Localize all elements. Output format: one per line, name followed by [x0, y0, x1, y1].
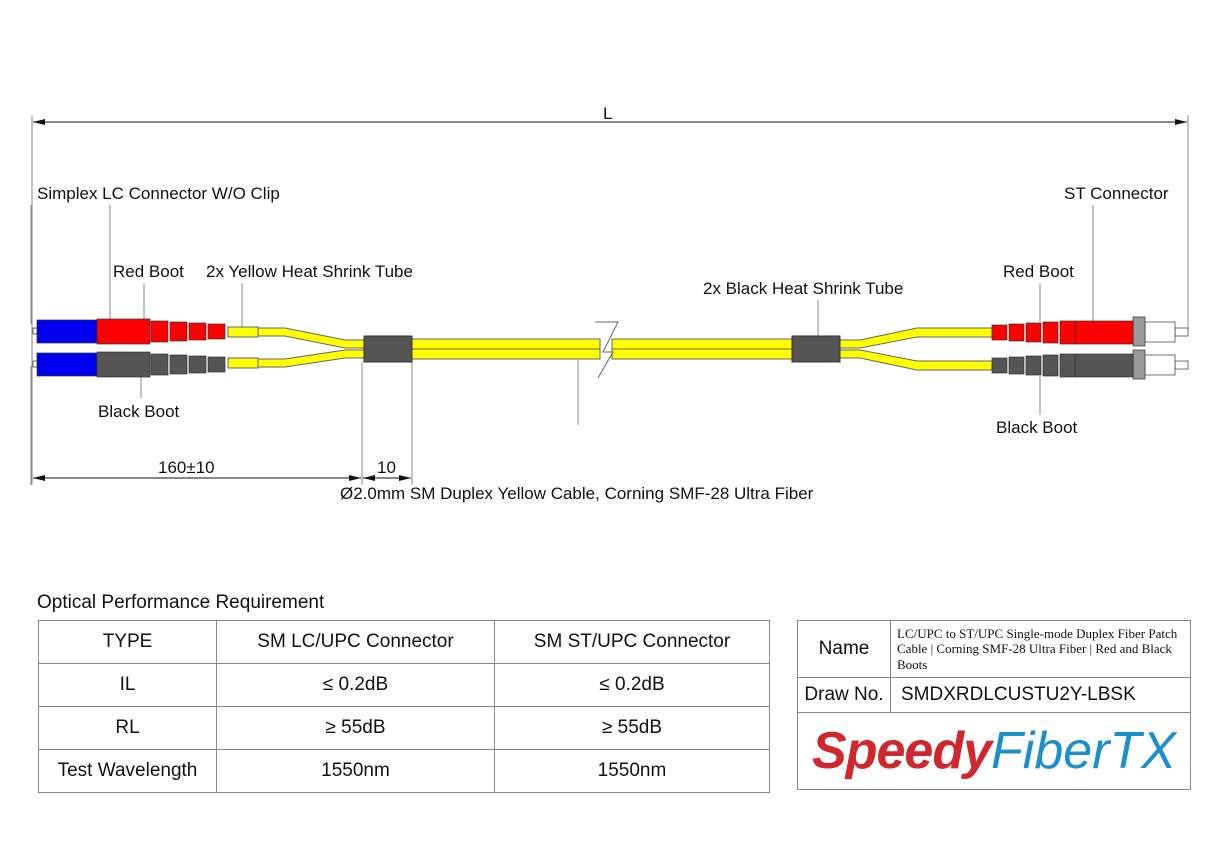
cable-label: Ø2.0mm SM Duplex Yellow Cable, Corning S…	[340, 484, 814, 503]
st-ferrule	[1174, 360, 1189, 370]
cell: ≤ 0.2dB	[494, 663, 770, 707]
st-boot	[1074, 320, 1134, 345]
boot-ridge	[1059, 353, 1076, 378]
boot-ridge	[207, 356, 226, 373]
right-red-boot-label: Red Boot	[1003, 262, 1074, 281]
right-heat-shrink	[791, 335, 841, 363]
header-cell: TYPE	[38, 620, 217, 664]
boot-ridge	[1042, 354, 1059, 377]
lc-ferrule	[32, 360, 38, 368]
boot-ridge	[991, 357, 1008, 374]
boot-ridge	[1008, 356, 1025, 375]
yellow-tube-label: 2x Yellow Heat Shrink Tube	[206, 262, 413, 281]
title-block: Name LC/UPC to ST/UPC Single-mode Duplex …	[797, 620, 1191, 790]
table-row: Test Wavelength 1550nm 1550nm	[38, 749, 770, 793]
draw-no-label: Draw No.	[797, 677, 891, 713]
left-red-boot-label: Red Boot	[113, 262, 184, 281]
cell: IL	[38, 663, 217, 707]
lc-connector-label: Simplex LC Connector W/O Clip	[37, 184, 280, 203]
cell: ≥ 55dB	[216, 706, 495, 750]
logo: SpeedyFiberTX	[797, 712, 1191, 790]
logo-part2: FiberTX	[991, 722, 1176, 780]
cell: 1550nm	[216, 749, 495, 793]
table-row: IL ≤ 0.2dB ≤ 0.2dB	[38, 663, 770, 707]
left-heat-shrink	[363, 335, 413, 363]
table-row: RL ≥ 55dB ≥ 55dB	[38, 706, 770, 750]
left-black-boot-label: Black Boot	[98, 402, 180, 421]
lc-connector-body	[36, 319, 98, 344]
cell: RL	[38, 706, 217, 750]
lc-connector-body	[36, 352, 98, 377]
lc-boot	[96, 351, 151, 378]
st-nut	[1132, 316, 1146, 347]
name-value: LC/UPC to ST/UPC Single-mode Duplex Fibe…	[890, 620, 1191, 678]
boot-ridge	[1025, 355, 1042, 376]
st-nut	[1132, 349, 1146, 380]
tube-dim-label: 10	[377, 458, 396, 477]
right-black-boot-label: Black Boot	[996, 418, 1078, 437]
st-ferrule	[1174, 327, 1189, 337]
boot-ridge	[188, 355, 207, 374]
st-connectors	[991, 316, 1189, 380]
cable-break-icon	[595, 321, 619, 379]
boot-ridge	[188, 322, 207, 341]
breakout-dim-label: 160±10	[158, 458, 215, 477]
boot-ridge	[169, 354, 188, 375]
st-body	[1144, 354, 1176, 376]
boot-ridge	[1042, 321, 1059, 344]
boot-ridge	[1025, 322, 1042, 343]
boot-ridge	[1008, 323, 1025, 342]
header-cell: SM LC/UPC Connector	[216, 620, 495, 664]
boot-ridge	[169, 321, 188, 342]
boot-ridge	[1059, 320, 1076, 345]
lc-connectors	[32, 318, 226, 378]
st-boot	[1074, 353, 1134, 378]
yellow-cable	[227, 326, 993, 371]
lc-boot	[96, 318, 151, 345]
logo-part1: Speedy	[812, 722, 992, 780]
performance-title: Optical Performance Requirement	[37, 592, 325, 613]
performance-table: TYPE SM LC/UPC Connector SM ST/UPC Conne…	[38, 620, 770, 793]
draw-no-value: SMDXRDLCUSTU2Y-LBSK	[890, 677, 1191, 713]
boot-ridge	[991, 324, 1008, 341]
header-cell: SM ST/UPC Connector	[494, 620, 770, 664]
table-header-row: TYPE SM LC/UPC Connector SM ST/UPC Conne…	[38, 620, 770, 664]
leader-lines	[30, 115, 1189, 485]
boot-ridge	[150, 353, 169, 376]
boot-ridge	[150, 320, 169, 343]
st-connector-label: ST Connector	[1064, 184, 1169, 203]
black-tube-label: 2x Black Heat Shrink Tube	[703, 279, 904, 298]
cell: Test Wavelength	[38, 749, 217, 793]
cell: 1550nm	[494, 749, 770, 793]
name-label: Name	[797, 620, 891, 678]
boot-ridge	[207, 323, 226, 340]
cell: ≥ 55dB	[494, 706, 770, 750]
st-body	[1144, 321, 1176, 343]
lc-ferrule	[32, 327, 38, 335]
cell: ≤ 0.2dB	[216, 663, 495, 707]
length-label: L	[603, 104, 613, 123]
